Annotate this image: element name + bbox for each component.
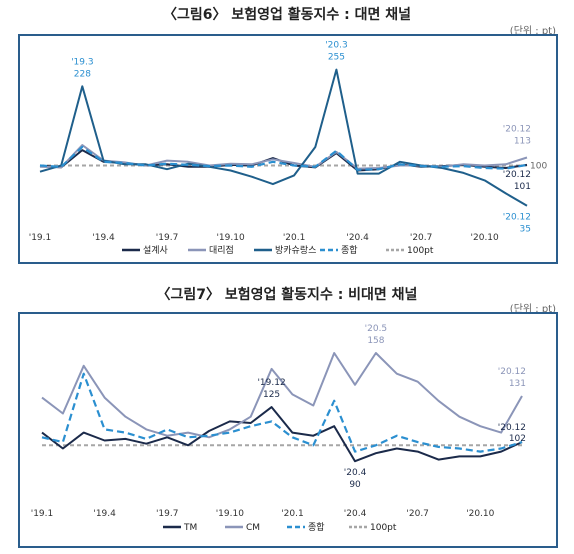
x-tick-label: '20.1 bbox=[281, 509, 304, 519]
x-tick-label: '20.10 bbox=[466, 509, 495, 519]
annotation-value: 255 bbox=[328, 53, 345, 63]
series-line-1-2 bbox=[41, 372, 523, 453]
annotation-value: 125 bbox=[263, 390, 280, 400]
annotation-date: '20.12 bbox=[503, 213, 531, 223]
annotation-date: '20.12 bbox=[498, 367, 526, 377]
x-tick-label: '19.1 bbox=[29, 233, 52, 243]
series-line-1-0 bbox=[41, 406, 523, 463]
annotation-date: '20.3 bbox=[325, 41, 348, 51]
x-tick-label: '20.7 bbox=[406, 509, 429, 519]
annotation-date: '20.5 bbox=[365, 324, 388, 334]
annotation-value: 113 bbox=[514, 136, 531, 146]
annotation-date: '20.12 bbox=[503, 170, 531, 180]
series-line-0-3 bbox=[39, 145, 528, 171]
chart-7-title: 〈그림7〉 보험영업 활동지수 : 비대면 채널 bbox=[156, 287, 418, 303]
legend-label: 종합 bbox=[308, 522, 325, 533]
chart-6-frame bbox=[18, 34, 558, 264]
baseline-label: 100 bbox=[530, 162, 547, 172]
legend-label: 종합 bbox=[341, 245, 358, 256]
legend-label: CM bbox=[246, 523, 260, 533]
legend-label: 대리점 bbox=[209, 244, 234, 256]
x-tick-label: '20.10 bbox=[471, 233, 500, 243]
annotation-value: 131 bbox=[509, 379, 526, 389]
x-tick-label: '19.4 bbox=[92, 233, 115, 243]
chart-6-title: 〈그림6〉 보험영업 활동지수 : 대면 채널 bbox=[162, 7, 412, 23]
annotation-value: 101 bbox=[514, 182, 531, 192]
x-tick-label: '19.10 bbox=[216, 233, 245, 243]
chart-6-unit: (단위 : pt) bbox=[509, 26, 556, 37]
chart-7-frame bbox=[18, 312, 558, 548]
series-line-1-1 bbox=[41, 352, 523, 439]
annotation-date: '20.12 bbox=[498, 423, 526, 433]
annotation-value: 102 bbox=[509, 434, 526, 444]
x-tick-label: '19.7 bbox=[156, 233, 179, 243]
legend-label: TM bbox=[183, 523, 197, 533]
legend-label: 100pt bbox=[407, 246, 434, 256]
annotation-date: '19.3 bbox=[71, 57, 94, 67]
legend-label: 100pt bbox=[370, 523, 397, 533]
annotation-value: 158 bbox=[367, 336, 384, 346]
legend-label: 방카슈랑스 bbox=[275, 244, 316, 256]
annotation-value: 228 bbox=[74, 69, 91, 79]
x-tick-label: '19.4 bbox=[93, 509, 116, 519]
annotation-date: '19.12 bbox=[257, 378, 285, 388]
x-tick-label: '20.1 bbox=[283, 233, 306, 243]
x-tick-label: '19.1 bbox=[31, 509, 54, 519]
x-tick-label: '19.10 bbox=[216, 509, 245, 519]
annotation-value: 90 bbox=[349, 480, 361, 490]
legend-label: 설계사 bbox=[143, 244, 169, 256]
annotation-value: 35 bbox=[520, 225, 531, 235]
annotation-date: '20.4 bbox=[344, 468, 367, 478]
chart-7-unit: (단위 : pt) bbox=[509, 304, 556, 315]
x-tick-label: '19.7 bbox=[156, 509, 179, 519]
x-tick-label: '20.4 bbox=[346, 233, 369, 243]
annotation-date: '20.12 bbox=[503, 124, 531, 134]
x-tick-label: '20.4 bbox=[344, 509, 367, 519]
x-tick-label: '20.7 bbox=[410, 233, 433, 243]
